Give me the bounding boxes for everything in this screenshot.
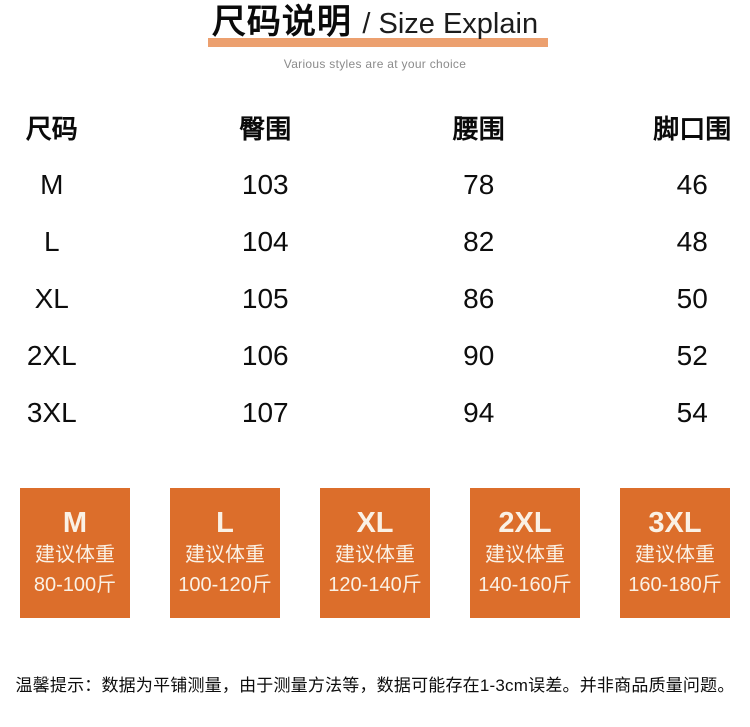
card-weight-range: 160-180斤 bbox=[628, 574, 722, 596]
weight-card-row: M 建议体重 80-100斤 L 建议体重 100-120斤 XL 建议体重 1… bbox=[0, 488, 750, 618]
leg-opening-value: 46 bbox=[676, 168, 708, 200]
measurement-disclaimer: 温馨提示：数据为平铺测量，由于测量方法等，数据可能存在1-3cm误差。并非商品质… bbox=[15, 676, 735, 695]
size-value: 2XL bbox=[26, 339, 77, 371]
card-weight-range: 80-100斤 bbox=[33, 574, 117, 596]
waist-value: 78 bbox=[463, 168, 495, 200]
card-weight-range: 140-160斤 bbox=[478, 574, 572, 596]
table-row: 2XL 106 90 52 bbox=[0, 327, 750, 384]
table-row: M 103 78 46 bbox=[0, 156, 750, 213]
page-subtitle: Various styles are at your choice bbox=[283, 57, 467, 71]
leg-opening-value: 50 bbox=[676, 282, 708, 314]
leg-opening-value: 54 bbox=[676, 396, 708, 428]
weight-card-l: L 建议体重 100-120斤 bbox=[170, 488, 280, 618]
waist-value: 82 bbox=[463, 225, 495, 257]
title-underline-bar bbox=[207, 38, 549, 47]
card-weight-range: 120-140斤 bbox=[328, 574, 422, 596]
card-weight-caption: 建议体重 bbox=[35, 544, 115, 566]
size-value: L bbox=[43, 225, 60, 257]
weight-card-2xl: 2XL 建议体重 140-160斤 bbox=[470, 488, 580, 618]
table-header-row: 尺码 臀围 腰围 脚口围 bbox=[0, 99, 750, 156]
card-weight-caption: 建议体重 bbox=[635, 544, 715, 566]
leg-opening-value: 48 bbox=[676, 225, 708, 257]
waist-value: 94 bbox=[463, 396, 495, 428]
hip-value: 107 bbox=[241, 396, 289, 428]
page-title-chinese: 尺码说明 bbox=[211, 3, 352, 41]
page-title-english: / Size Explain bbox=[362, 8, 539, 40]
hip-value: 103 bbox=[241, 168, 289, 200]
card-weight-caption: 建议体重 bbox=[335, 544, 415, 566]
card-size-label: 3XL bbox=[648, 507, 702, 539]
card-weight-range: 100-120斤 bbox=[178, 574, 272, 596]
card-weight-caption: 建议体重 bbox=[185, 544, 265, 566]
page-title: 尺码说明 / Size Explain bbox=[207, 2, 549, 49]
table-row: 3XL 107 94 54 bbox=[0, 384, 750, 441]
weight-card-xl: XL 建议体重 120-140斤 bbox=[320, 488, 430, 618]
card-size-label: M bbox=[62, 507, 88, 539]
waist-value: 90 bbox=[463, 339, 495, 371]
leg-opening-value: 52 bbox=[676, 339, 708, 371]
hip-value: 104 bbox=[241, 225, 289, 257]
column-header-size: 尺码 bbox=[25, 114, 78, 144]
waist-value: 86 bbox=[463, 282, 495, 314]
weight-card-m: M 建议体重 80-100斤 bbox=[20, 488, 130, 618]
column-header-leg-opening: 脚口围 bbox=[653, 114, 732, 144]
card-size-label: XL bbox=[356, 507, 394, 539]
size-table: 尺码 臀围 腰围 脚口围 M 103 78 46 L 104 82 48 XL … bbox=[0, 99, 750, 441]
weight-card-3xl: 3XL 建议体重 160-180斤 bbox=[620, 488, 730, 618]
size-value: XL bbox=[34, 282, 69, 314]
size-value: 3XL bbox=[26, 396, 77, 428]
column-header-waist: 腰围 bbox=[452, 114, 505, 144]
card-weight-caption: 建议体重 bbox=[485, 544, 565, 566]
card-size-label: 2XL bbox=[498, 507, 552, 539]
hip-value: 106 bbox=[241, 339, 289, 371]
table-row: L 104 82 48 bbox=[0, 213, 750, 270]
header: 尺码说明 / Size Explain Various styles are a… bbox=[0, 0, 750, 71]
column-header-hip: 臀围 bbox=[239, 114, 292, 144]
table-body: M 103 78 46 L 104 82 48 XL 105 86 50 2XL… bbox=[0, 156, 750, 441]
size-value: M bbox=[40, 168, 64, 200]
table-row: XL 105 86 50 bbox=[0, 270, 750, 327]
hip-value: 105 bbox=[241, 282, 289, 314]
card-size-label: L bbox=[216, 507, 234, 539]
